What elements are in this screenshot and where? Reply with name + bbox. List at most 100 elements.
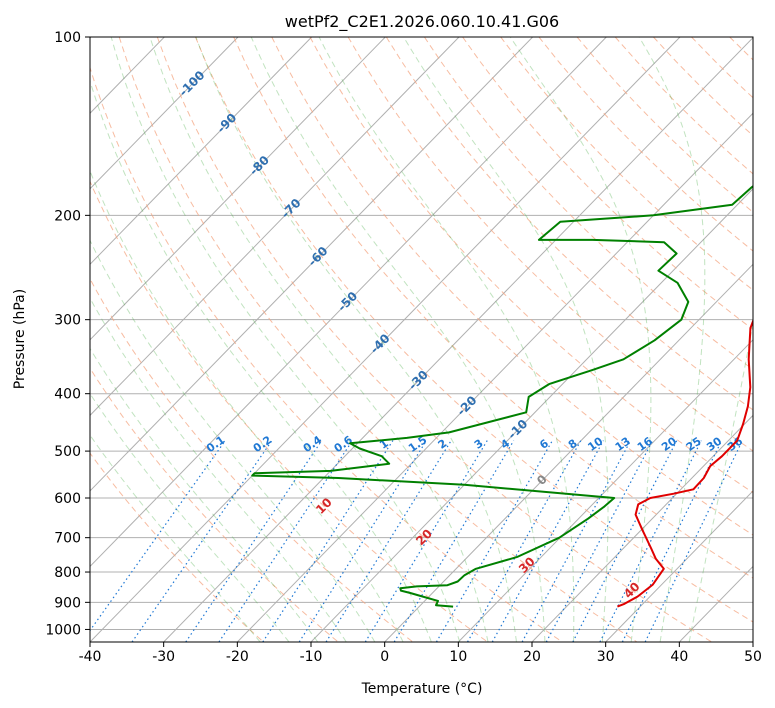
moist-adiabat-line bbox=[195, 37, 517, 642]
dry-adiabat-line bbox=[347, 37, 753, 452]
isotherm-line bbox=[90, 37, 681, 642]
x-tick-label: 0 bbox=[380, 649, 389, 665]
moist-adiabat-line bbox=[110, 37, 461, 642]
mixing-ratio-line bbox=[521, 440, 632, 642]
mixing-ratio-label: 4 bbox=[498, 437, 512, 452]
mixing-ratio-line bbox=[621, 440, 723, 642]
isotherm-line bbox=[90, 37, 239, 190]
moist-adiabat-line bbox=[149, 37, 489, 642]
dry-adiabat-line bbox=[462, 37, 753, 331]
mixing-ratio-line bbox=[393, 440, 515, 642]
mixing-ratio-line bbox=[599, 440, 702, 642]
x-axis: -40 -30 -20 -10 0 10 20 30 40 50 bbox=[79, 642, 762, 665]
dry-adiabat-line bbox=[118, 37, 638, 642]
moist-adiabat-line bbox=[90, 169, 404, 642]
dry-adiabat-line bbox=[729, 37, 753, 61]
mixing-ratio-line bbox=[325, 440, 452, 642]
dry-adiabat-line bbox=[271, 37, 753, 536]
moist-adiabat-line bbox=[403, 37, 609, 642]
dry-adiabat-line bbox=[90, 452, 264, 642]
x-axis-label: Temperature (°C) bbox=[361, 681, 483, 697]
isotherm-line bbox=[90, 37, 534, 492]
x-tick-label: 30 bbox=[597, 649, 615, 665]
y-tick-label: 800 bbox=[54, 565, 81, 581]
mixing-ratio-line bbox=[364, 440, 488, 642]
dry-adiabat-line bbox=[90, 367, 339, 642]
x-tick-label: -40 bbox=[79, 649, 102, 665]
mixing-ratio-line bbox=[131, 440, 273, 642]
mixing-ratio-label: 3 bbox=[472, 437, 486, 452]
x-tick-label: 50 bbox=[744, 649, 762, 665]
chart-title: wetPf2_C2E1.2026.060.10.41.G06 bbox=[285, 12, 559, 32]
background-labels: 0.1 0.2 0.4 0.6 1 1.5 2 3 4 6 8 10 13 16 20 25 30 36-100-… bbox=[176, 68, 745, 601]
dry-adiabat-line bbox=[768, 37, 775, 642]
y-tick-label: 600 bbox=[54, 491, 81, 507]
moist-adiabat-line bbox=[90, 434, 261, 642]
moist-adiabat-line bbox=[90, 239, 376, 642]
isotherm-line bbox=[90, 37, 607, 568]
x-tick-label: 20 bbox=[523, 649, 541, 665]
moist-adiabat-line bbox=[638, 37, 706, 642]
y-axis: 100 200 300 400 500 600 700 800 900 1000 bbox=[45, 30, 90, 638]
moist-adiabat-line bbox=[318, 37, 575, 642]
moist-adiabat-line bbox=[250, 37, 546, 642]
temperature-line bbox=[617, 318, 753, 608]
dry-adiabat-line bbox=[195, 37, 753, 623]
mixing-ratio-line bbox=[644, 440, 743, 642]
moist-adiabat-line bbox=[90, 347, 319, 642]
x-tick-label: -20 bbox=[226, 649, 249, 665]
mixing-ratio-label: 0.2 bbox=[251, 433, 274, 455]
x-tick-label: -30 bbox=[152, 649, 175, 665]
isotherm-line bbox=[90, 37, 460, 417]
dry-adiabat-line bbox=[90, 66, 563, 642]
mixing-ratio-label: 0.4 bbox=[301, 433, 325, 455]
mixing-ratio-label: 6 bbox=[537, 437, 551, 452]
mixing-ratio-line bbox=[185, 440, 323, 642]
dry-adiabat-label: 40 bbox=[621, 579, 643, 601]
y-tick-label: 900 bbox=[54, 595, 81, 611]
dry-adiabat-label: 30 bbox=[516, 554, 538, 576]
x-tick-label: 40 bbox=[670, 649, 688, 665]
moist-adiabat-line bbox=[688, 319, 753, 642]
mixing-ratio-label: 2 bbox=[436, 437, 450, 452]
dry-adiabat-line bbox=[233, 37, 753, 579]
dry-adiabat-line bbox=[156, 37, 712, 642]
mixing-ratio-line bbox=[572, 440, 678, 642]
y-tick-label: 200 bbox=[54, 208, 81, 224]
dry-adiabat-line bbox=[309, 37, 753, 494]
mixing-ratio-line bbox=[298, 440, 427, 642]
isotherm-line bbox=[457, 339, 753, 642]
series-group bbox=[251, 185, 753, 608]
x-tick-label: 10 bbox=[449, 649, 467, 665]
x-tick-label: -10 bbox=[300, 649, 323, 665]
dry-adiabat-label: 20 bbox=[413, 526, 435, 548]
dry-adiabat-line bbox=[500, 37, 753, 291]
mixing-ratio-line bbox=[435, 440, 553, 642]
background-lines bbox=[90, 37, 775, 642]
plot-frame bbox=[89, 36, 754, 643]
dry-adiabat-line bbox=[691, 37, 753, 99]
dry-adiabat-line bbox=[90, 180, 488, 642]
dry-adiabat-line bbox=[385, 37, 753, 411]
y-tick-label: 700 bbox=[54, 531, 81, 547]
mixing-ratio-label: 0.1 bbox=[204, 433, 227, 455]
dry-adiabat-line bbox=[614, 37, 753, 175]
isotherm-line bbox=[163, 37, 753, 642]
moist-adiabat-line bbox=[509, 37, 652, 642]
mixing-ratio-line bbox=[545, 440, 654, 642]
dry-adiabat-line bbox=[90, 277, 414, 642]
y-tick-label: 400 bbox=[54, 387, 81, 403]
isotherm-line bbox=[90, 37, 313, 266]
y-tick-label: 300 bbox=[54, 313, 81, 329]
dry-adiabat-line bbox=[423, 37, 753, 371]
isotherm-line bbox=[531, 414, 753, 642]
y-axis-label: Pressure (hPa) bbox=[12, 289, 28, 389]
dry-adiabat-line bbox=[653, 37, 753, 137]
y-tick-label: 1000 bbox=[45, 622, 81, 638]
isotherm-line bbox=[236, 112, 753, 642]
mixing-ratio-line bbox=[90, 440, 226, 632]
y-tick-label: 100 bbox=[54, 30, 81, 46]
dewpoint-line bbox=[251, 185, 753, 608]
isotherm-line bbox=[90, 37, 386, 341]
